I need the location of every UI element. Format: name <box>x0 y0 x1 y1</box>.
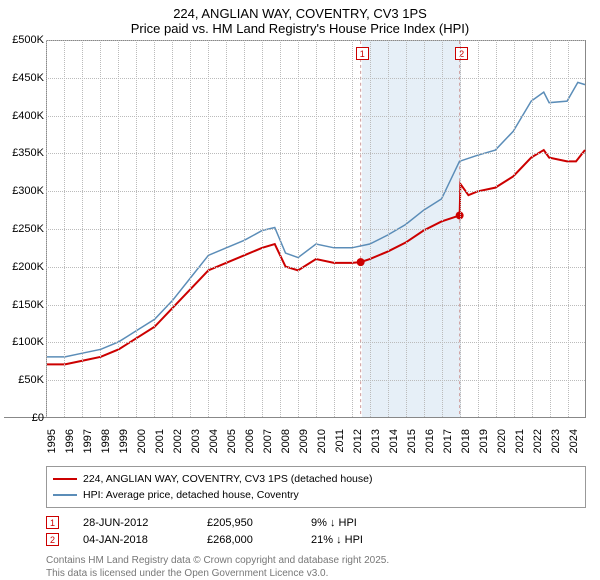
x-gridline <box>46 40 47 417</box>
x-tick-label: 1997 <box>82 429 94 469</box>
sale-diff: 9% ↓ HPI <box>311 517 391 529</box>
x-tick-label: 2004 <box>208 429 220 469</box>
x-gridline <box>154 40 155 417</box>
x-tick-label: 1998 <box>100 429 112 469</box>
x-tick-label: 2007 <box>262 429 274 469</box>
sale-price: £268,000 <box>207 534 287 546</box>
x-gridline <box>460 40 461 417</box>
x-gridline <box>118 40 119 417</box>
x-gridline <box>442 40 443 417</box>
sale-marker-2: 2 <box>455 47 468 60</box>
x-gridline <box>190 40 191 417</box>
x-gridline <box>352 40 353 417</box>
sales-table: 1 28-JUN-2012 £205,950 9% ↓ HPI 2 04-JAN-2018… <box>46 514 586 548</box>
x-gridline <box>82 40 83 417</box>
x-gridline <box>388 40 389 417</box>
sale-marker-icon: 1 <box>46 516 59 529</box>
x-gridline <box>478 40 479 417</box>
x-tick-label: 2014 <box>388 429 400 469</box>
x-gridline <box>262 40 263 417</box>
x-tick-label: 2012 <box>352 429 364 469</box>
y-tick-label: £350K <box>4 147 44 159</box>
y-tick-label: £0 <box>4 412 44 424</box>
x-tick-label: 2016 <box>424 429 436 469</box>
x-gridline <box>226 40 227 417</box>
x-tick-label: 2002 <box>172 429 184 469</box>
legend-label: 224, ANGLIAN WAY, COVENTRY, CV3 1PS (det… <box>83 473 372 485</box>
y-tick-label: £250K <box>4 223 44 235</box>
x-tick-label: 2013 <box>370 429 382 469</box>
sale-marker-icon: 2 <box>46 533 59 546</box>
sale-row: 2 04-JAN-2018 £268,000 21% ↓ HPI <box>46 531 586 548</box>
x-tick-label: 2021 <box>514 429 526 469</box>
x-tick-label: 1999 <box>118 429 130 469</box>
x-tick-label: 2023 <box>550 429 562 469</box>
x-tick-label: 2010 <box>316 429 328 469</box>
y-tick-label: £200K <box>4 261 44 273</box>
x-tick-label: 2001 <box>154 429 166 469</box>
x-gridline <box>136 40 137 417</box>
x-tick-label: 2017 <box>442 429 454 469</box>
x-gridline <box>550 40 551 417</box>
legend-label: HPI: Average price, detached house, Cove… <box>83 489 299 501</box>
sale-price: £205,950 <box>207 517 287 529</box>
y-tick-label: £400K <box>4 110 44 122</box>
x-tick-label: 2005 <box>226 429 238 469</box>
x-gridline <box>370 40 371 417</box>
x-tick-label: 2006 <box>244 429 256 469</box>
x-tick-label: 2000 <box>136 429 148 469</box>
x-gridline <box>406 40 407 417</box>
x-gridline <box>568 40 569 417</box>
x-tick-label: 1996 <box>64 429 76 469</box>
footer-line2: This data is licensed under the Open Gov… <box>46 567 586 580</box>
y-tick-label: £300K <box>4 185 44 197</box>
y-tick-label: £100K <box>4 336 44 348</box>
x-tick-label: 2015 <box>406 429 418 469</box>
chart-title-line1: 224, ANGLIAN WAY, COVENTRY, CV3 1PS <box>0 0 600 21</box>
x-gridline <box>244 40 245 417</box>
legend-row: 224, ANGLIAN WAY, COVENTRY, CV3 1PS (det… <box>53 471 579 487</box>
chart-area: 12 £0£50K£100K£150K£200K£250K£300K£350K£… <box>4 40 586 418</box>
x-tick-label: 2024 <box>568 429 580 469</box>
x-gridline <box>208 40 209 417</box>
sale-row: 1 28-JUN-2012 £205,950 9% ↓ HPI <box>46 514 586 531</box>
sale-date: 28-JUN-2012 <box>83 517 183 529</box>
sale-dot <box>357 258 365 266</box>
footer-text: Contains HM Land Registry data © Crown c… <box>46 554 586 580</box>
sale-marker-1: 1 <box>356 47 369 60</box>
x-gridline <box>280 40 281 417</box>
x-tick-label: 2003 <box>190 429 202 469</box>
series-legend: 224, ANGLIAN WAY, COVENTRY, CV3 1PS (det… <box>46 466 586 508</box>
x-tick-label: 2011 <box>334 429 346 469</box>
x-tick-label: 2022 <box>532 429 544 469</box>
y-tick-label: £500K <box>4 34 44 46</box>
legend-swatch <box>53 494 77 496</box>
x-gridline <box>316 40 317 417</box>
x-tick-label: 1995 <box>46 429 58 469</box>
x-gridline <box>100 40 101 417</box>
footer-line1: Contains HM Land Registry data © Crown c… <box>46 554 586 567</box>
sale-diff: 21% ↓ HPI <box>311 534 391 546</box>
x-tick-label: 2008 <box>280 429 292 469</box>
x-gridline <box>172 40 173 417</box>
x-gridline <box>298 40 299 417</box>
legend-swatch <box>53 478 77 480</box>
x-tick-label: 2018 <box>460 429 472 469</box>
sale-date: 04-JAN-2018 <box>83 534 183 546</box>
x-gridline <box>496 40 497 417</box>
legend-area: 224, ANGLIAN WAY, COVENTRY, CV3 1PS (det… <box>46 466 586 580</box>
x-tick-label: 2009 <box>298 429 310 469</box>
x-tick-label: 2019 <box>478 429 490 469</box>
x-gridline <box>424 40 425 417</box>
y-tick-label: £450K <box>4 72 44 84</box>
y-tick-label: £150K <box>4 299 44 311</box>
x-gridline <box>532 40 533 417</box>
y-tick-label: £50K <box>4 374 44 386</box>
x-gridline <box>64 40 65 417</box>
x-gridline <box>334 40 335 417</box>
legend-row: HPI: Average price, detached house, Cove… <box>53 487 579 503</box>
x-gridline <box>514 40 515 417</box>
x-tick-label: 2020 <box>496 429 508 469</box>
chart-title-line2: Price paid vs. HM Land Registry's House … <box>0 21 600 40</box>
